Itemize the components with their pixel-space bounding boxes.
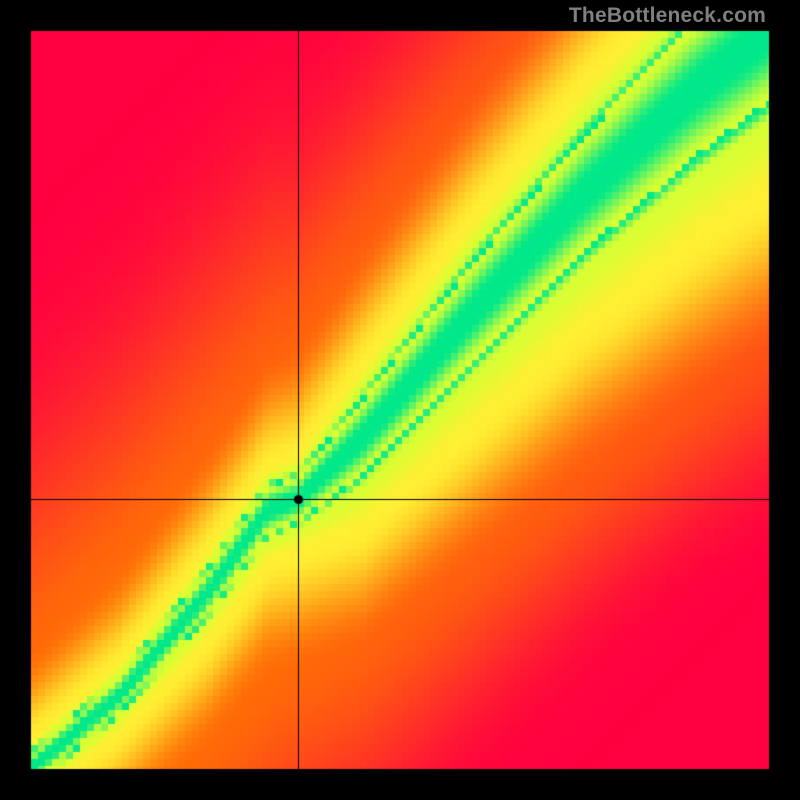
heatmap-canvas — [0, 0, 800, 800]
watermark-text: TheBottleneck.com — [569, 4, 766, 28]
chart-container: TheBottleneck.com — [0, 0, 800, 800]
